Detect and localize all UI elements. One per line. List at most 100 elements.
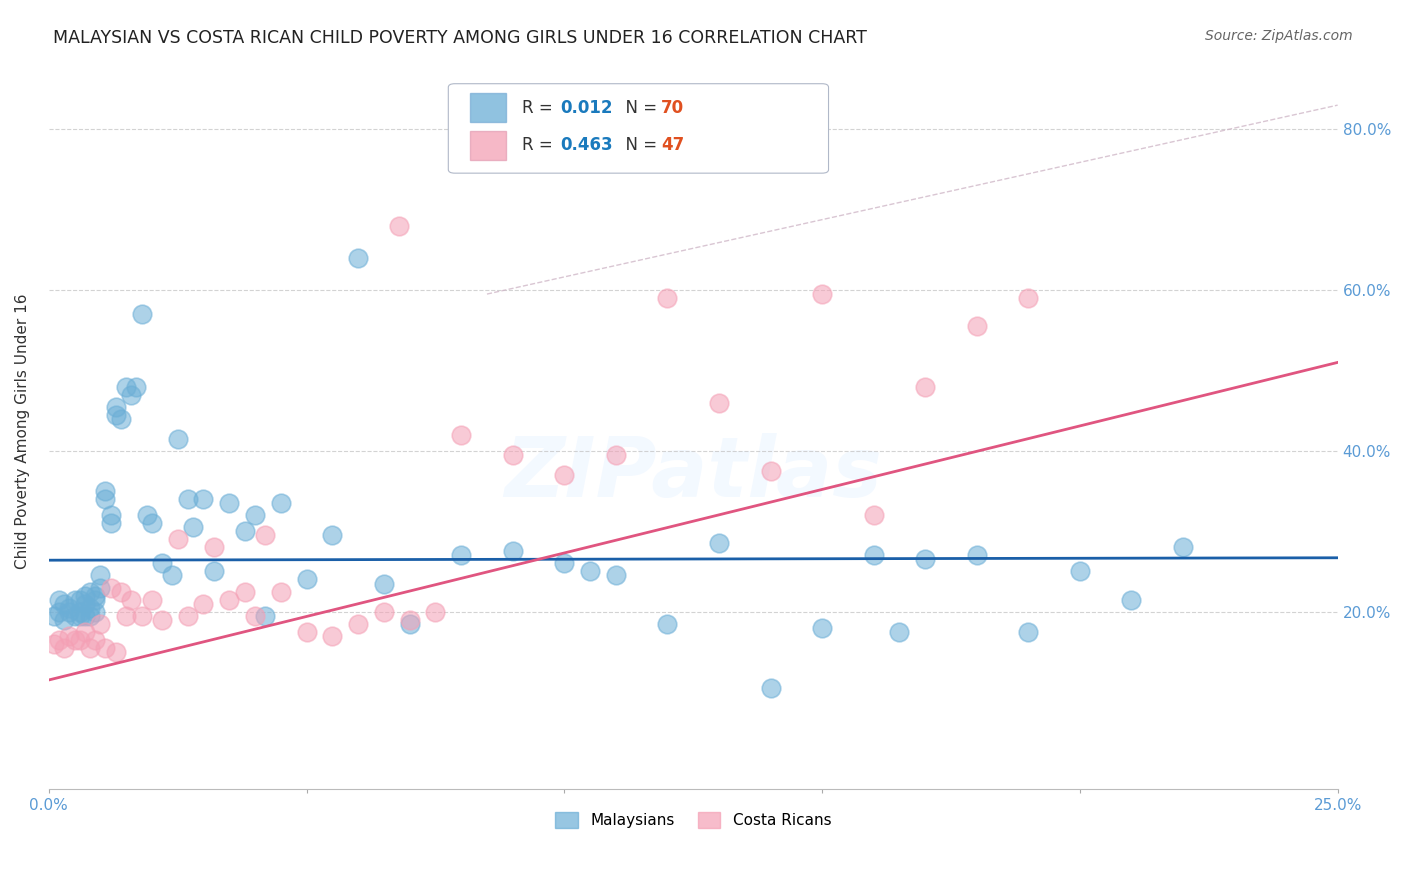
Point [110, 584, 132, 599]
Point [193, 492, 215, 507]
Point [166, 432, 188, 446]
Point [177, 608, 200, 623]
Point [100, 581, 122, 595]
Point [605, 448, 627, 462]
Text: 47: 47 [661, 136, 685, 154]
Point [53, 597, 76, 611]
Point [94, 640, 117, 655]
Point [58, 629, 80, 643]
Point [89, 568, 111, 582]
Point [502, 448, 524, 462]
Point [347, 616, 370, 631]
Point [79, 584, 101, 599]
Point [605, 568, 627, 582]
Point [69, 608, 91, 623]
Point [84, 632, 107, 647]
Point [202, 541, 225, 555]
Text: 70: 70 [661, 98, 685, 117]
Point [42, 637, 65, 651]
Point [84, 592, 107, 607]
Point [48, 605, 70, 619]
Point [218, 496, 240, 510]
Point [1017, 291, 1039, 305]
Point [181, 520, 204, 534]
Point [233, 584, 256, 599]
Point [48, 592, 70, 607]
Point [79, 600, 101, 615]
Point [1069, 565, 1091, 579]
Point [811, 621, 834, 635]
Point [862, 549, 884, 563]
Point [79, 640, 101, 655]
Point [202, 565, 225, 579]
Point [270, 496, 292, 510]
Point [254, 528, 277, 542]
Point [69, 632, 91, 647]
Point [553, 557, 575, 571]
Point [53, 613, 76, 627]
Point [254, 608, 277, 623]
Point [347, 251, 370, 265]
Point [193, 597, 215, 611]
Point [321, 629, 343, 643]
Point [69, 605, 91, 619]
Point [69, 592, 91, 607]
Point [398, 616, 420, 631]
Point [450, 427, 472, 442]
Text: ZIPatlas: ZIPatlas [505, 434, 882, 514]
Point [373, 576, 395, 591]
Point [398, 613, 420, 627]
Point [914, 552, 936, 566]
Point [966, 319, 988, 334]
Point [150, 557, 173, 571]
Point [58, 600, 80, 615]
Point [388, 219, 411, 233]
Point [270, 584, 292, 599]
Point [63, 632, 86, 647]
Point [914, 379, 936, 393]
Point [100, 508, 122, 523]
Text: 0.012: 0.012 [561, 98, 613, 117]
Point [450, 549, 472, 563]
Point [120, 387, 142, 401]
Point [243, 508, 266, 523]
Point [579, 565, 602, 579]
Point [425, 605, 447, 619]
Point [115, 379, 138, 393]
Point [889, 624, 911, 639]
Point [104, 645, 127, 659]
Point [707, 395, 730, 409]
Point [502, 544, 524, 558]
Y-axis label: Child Poverty Among Girls Under 16: Child Poverty Among Girls Under 16 [15, 293, 30, 568]
Point [42, 608, 65, 623]
Point [177, 492, 200, 507]
Point [243, 608, 266, 623]
FancyBboxPatch shape [470, 131, 506, 160]
Point [862, 508, 884, 523]
Text: MALAYSIAN VS COSTA RICAN CHILD POVERTY AMONG GIRLS UNDER 16 CORRELATION CHART: MALAYSIAN VS COSTA RICAN CHILD POVERTY A… [53, 29, 868, 46]
Text: R =: R = [522, 136, 558, 154]
Point [58, 605, 80, 619]
Point [657, 616, 679, 631]
Point [162, 568, 184, 582]
Point [759, 464, 782, 478]
Point [657, 291, 679, 305]
FancyBboxPatch shape [470, 94, 506, 122]
Point [131, 608, 153, 623]
Point [84, 589, 107, 603]
Point [233, 524, 256, 539]
Point [89, 581, 111, 595]
Point [141, 592, 163, 607]
Point [759, 681, 782, 695]
Text: 0.463: 0.463 [561, 136, 613, 154]
Point [295, 573, 318, 587]
Point [73, 608, 96, 623]
Point [1171, 541, 1194, 555]
Point [53, 640, 76, 655]
Point [141, 516, 163, 531]
Point [707, 536, 730, 550]
Point [115, 608, 138, 623]
Point [94, 492, 117, 507]
Point [295, 624, 318, 639]
Point [125, 379, 148, 393]
